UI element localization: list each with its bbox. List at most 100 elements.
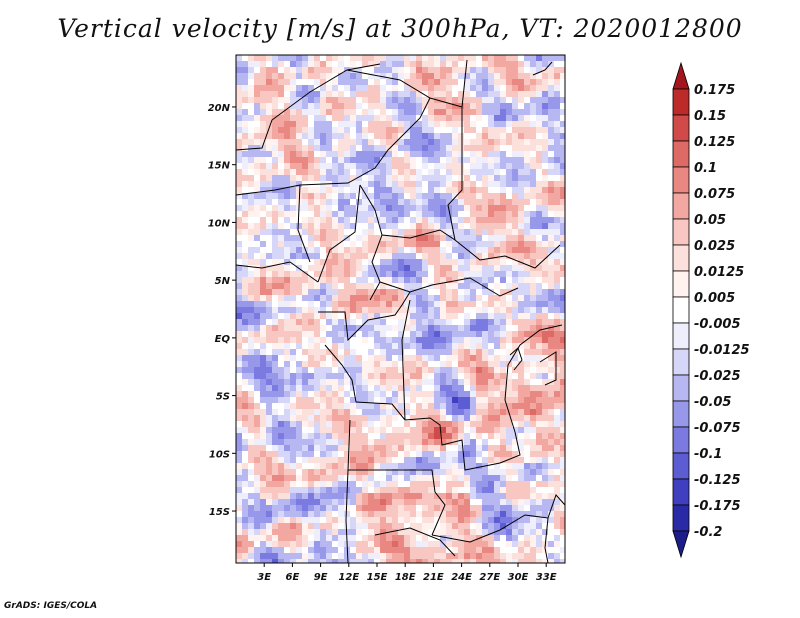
field-cell (278, 301, 284, 307)
field-cell (392, 421, 398, 427)
field-cell (542, 61, 548, 67)
field-cell (422, 343, 428, 349)
field-cell (326, 109, 332, 115)
field-cell (308, 193, 314, 199)
field-cell (404, 307, 410, 313)
field-cell (428, 157, 434, 163)
field-cell (290, 313, 296, 319)
field-cell (398, 109, 404, 115)
field-cell (308, 91, 314, 97)
x-tick-label: 3E (257, 572, 271, 583)
field-cell (476, 187, 482, 193)
field-cell (476, 367, 482, 373)
field-cell (350, 421, 356, 427)
field-cell (560, 205, 565, 211)
field-cell (236, 499, 242, 505)
field-cell (554, 307, 560, 313)
field-cell (320, 409, 326, 415)
field-cell (404, 283, 410, 289)
field-cell (488, 403, 494, 409)
field-cell (470, 475, 476, 481)
field-cell (530, 457, 536, 463)
field-cell (392, 445, 398, 451)
field-cell (326, 385, 332, 391)
field-cell (518, 541, 524, 547)
field-cell (332, 481, 338, 487)
field-cell (446, 523, 452, 529)
field-cell (560, 301, 565, 307)
field-cell (542, 457, 548, 463)
field-cell (464, 325, 470, 331)
field-cell (530, 367, 536, 373)
field-cell (362, 277, 368, 283)
field-cell (278, 349, 284, 355)
field-cell (428, 367, 434, 373)
field-cell (470, 301, 476, 307)
field-cell (446, 157, 452, 163)
field-cell (254, 67, 260, 73)
field-cell (392, 193, 398, 199)
field-cell (236, 181, 242, 187)
field-cell (296, 103, 302, 109)
field-cell (392, 133, 398, 139)
field-cell (416, 511, 422, 517)
field-cell (248, 271, 254, 277)
field-cell (494, 109, 500, 115)
field-cell (428, 175, 434, 181)
field-cell (236, 559, 242, 563)
field-cell (272, 253, 278, 259)
field-cell (482, 433, 488, 439)
field-cell (488, 115, 494, 121)
field-cell (392, 109, 398, 115)
field-cell (482, 457, 488, 463)
field-cell (344, 265, 350, 271)
field-cell (410, 397, 416, 403)
field-cell (266, 451, 272, 457)
field-cell (254, 457, 260, 463)
field-cell (368, 499, 374, 505)
field-cell (536, 271, 542, 277)
field-cell (476, 277, 482, 283)
field-cell (488, 421, 494, 427)
field-cell (236, 175, 242, 181)
field-cell (326, 535, 332, 541)
border-line (317, 184, 361, 283)
field-cell (398, 445, 404, 451)
field-cell (356, 319, 362, 325)
field-cell (518, 463, 524, 469)
field-cell (488, 271, 494, 277)
field-cell (464, 121, 470, 127)
field-cell (488, 325, 494, 331)
field-cell (332, 367, 338, 373)
field-cell (542, 79, 548, 85)
field-cell (518, 379, 524, 385)
field-cell (296, 445, 302, 451)
field-cell (452, 349, 458, 355)
field-cell (356, 157, 362, 163)
field-cell (416, 85, 422, 91)
field-cell (548, 469, 554, 475)
field-cell (416, 55, 422, 61)
field-cell (554, 217, 560, 223)
field-cell (416, 493, 422, 499)
field-cell (260, 79, 266, 85)
field-cell (374, 223, 380, 229)
field-cell (362, 115, 368, 121)
field-cell (434, 325, 440, 331)
field-cell (542, 109, 548, 115)
field-cell (338, 55, 344, 61)
field-cell (314, 169, 320, 175)
field-cell (536, 427, 542, 433)
field-cell (410, 409, 416, 415)
field-cell (362, 73, 368, 79)
field-cell (398, 67, 404, 73)
field-cell (548, 253, 554, 259)
field-cell (518, 409, 524, 415)
field-cell (524, 193, 530, 199)
field-cell (494, 91, 500, 97)
field-cell (524, 115, 530, 121)
field-cell (446, 511, 452, 517)
field-cell (458, 139, 464, 145)
field-cell (416, 523, 422, 529)
field-cell (536, 361, 542, 367)
